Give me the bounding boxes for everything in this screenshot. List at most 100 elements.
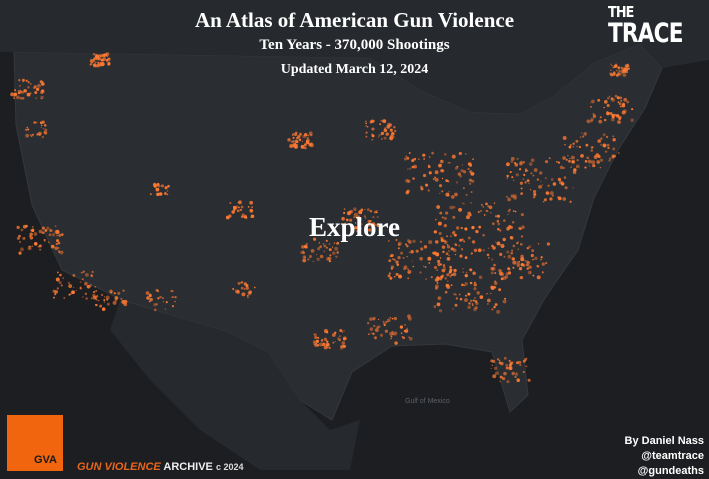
shooting-dot [452, 308, 454, 310]
shooting-dot [434, 284, 439, 289]
shooting-dot [473, 287, 477, 291]
shooting-dot [562, 156, 566, 160]
shooting-dot [498, 269, 502, 273]
shooting-dot [448, 270, 452, 274]
handle-gundeaths[interactable]: @gundeaths [637, 465, 704, 477]
shooting-dot [14, 89, 17, 92]
shooting-dot [422, 153, 426, 157]
shooting-dot [71, 290, 75, 295]
shooting-dot [406, 256, 408, 258]
shooting-dot [510, 194, 515, 198]
shooting-dot [520, 192, 523, 195]
shooting-dot [409, 167, 412, 170]
shooting-dot [155, 187, 160, 192]
gva-logo[interactable]: GVA [7, 415, 63, 471]
handle-teamtrace[interactable]: @teamtrace [641, 450, 704, 462]
shooting-dot [326, 340, 329, 343]
shooting-dot [367, 228, 372, 232]
shooting-dot [351, 225, 354, 227]
shooting-dot [361, 223, 363, 225]
shooting-dot [449, 162, 451, 164]
shooting-dot [307, 134, 310, 137]
shooting-dot [376, 215, 379, 219]
shooting-dot [618, 102, 622, 105]
shooting-dot [452, 215, 456, 219]
shooting-dot [94, 286, 97, 288]
shooting-dot [430, 276, 433, 279]
shooting-dot [611, 97, 615, 102]
shooting-dot [366, 208, 370, 212]
shooting-dot [365, 131, 368, 134]
shooting-dot [528, 162, 533, 166]
shooting-dot [423, 157, 426, 160]
shooting-dot [157, 290, 160, 293]
shooting-dot [454, 242, 457, 246]
shooting-dot [464, 294, 467, 297]
shooting-dot [503, 371, 507, 376]
the-trace-logo[interactable]: THE TRACE [608, 5, 701, 48]
shooting-dot [341, 216, 345, 221]
shooting-dot [436, 269, 438, 271]
shooting-dot [608, 157, 612, 161]
shooting-dot [103, 296, 106, 298]
shooting-dot [54, 225, 57, 227]
shooting-dot [452, 272, 457, 277]
shooting-dot [441, 216, 444, 219]
shooting-dot [100, 64, 103, 67]
shooting-dot [317, 247, 321, 251]
shooting-dot [576, 166, 578, 168]
shooting-dot [471, 225, 475, 230]
shooting-dot [449, 265, 452, 269]
shooting-dot [349, 209, 354, 214]
shooting-dot [99, 61, 102, 64]
shooting-dot [508, 268, 511, 271]
shooting-dot [497, 222, 501, 226]
shooting-dot [500, 244, 505, 248]
shooting-dot [475, 302, 479, 306]
shooting-dot [621, 103, 626, 108]
shooting-dot [431, 151, 434, 155]
shooting-dot [610, 117, 615, 122]
shooting-dot [313, 333, 317, 337]
shooting-dot [419, 240, 423, 244]
shooting-dot [334, 331, 337, 334]
shooting-dot [618, 68, 620, 70]
shooting-dot [524, 170, 527, 172]
shooting-dot [337, 337, 340, 340]
shooting-dot [161, 297, 165, 300]
explore-button[interactable]: Explore [308, 212, 400, 242]
shooting-dot [469, 299, 473, 303]
shooting-dot [549, 197, 553, 201]
shooting-dot [547, 184, 550, 187]
shooting-dot [29, 133, 32, 136]
shooting-dot [557, 196, 562, 201]
shooting-dot [522, 161, 525, 164]
shooting-dot [539, 171, 543, 175]
shooting-dot [57, 246, 60, 250]
shooting-dot [370, 119, 374, 124]
shooting-dot [555, 160, 558, 163]
shooting-dot [342, 344, 346, 349]
shooting-dot [502, 299, 507, 304]
shooting-dot [94, 304, 97, 306]
shooting-dot [159, 295, 162, 299]
shooting-dot [428, 240, 433, 245]
shooting-dot [325, 239, 328, 242]
shooting-dot [390, 335, 393, 338]
gva-credit[interactable]: GUN VIOLENCE ARCHIVE c 2024 [77, 461, 244, 473]
shooting-dot [72, 286, 75, 289]
shooting-dot [419, 271, 422, 274]
shooting-dot [478, 225, 482, 229]
shooting-dot [41, 135, 45, 139]
shooting-dot [369, 209, 373, 213]
shooting-dot [170, 289, 173, 293]
shooting-dot [300, 144, 305, 149]
shooting-dot [618, 116, 622, 120]
shooting-dot [507, 213, 509, 216]
shooting-dot [85, 272, 89, 277]
shooting-dot [316, 344, 320, 347]
shooting-dot [493, 366, 498, 370]
shooting-dot [23, 89, 27, 93]
shooting-dot [81, 278, 84, 280]
